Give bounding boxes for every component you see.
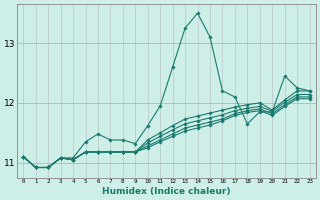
X-axis label: Humidex (Indice chaleur): Humidex (Indice chaleur) — [102, 187, 231, 196]
